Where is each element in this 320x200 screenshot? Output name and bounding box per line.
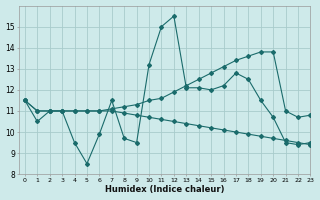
X-axis label: Humidex (Indice chaleur): Humidex (Indice chaleur) — [105, 185, 224, 194]
